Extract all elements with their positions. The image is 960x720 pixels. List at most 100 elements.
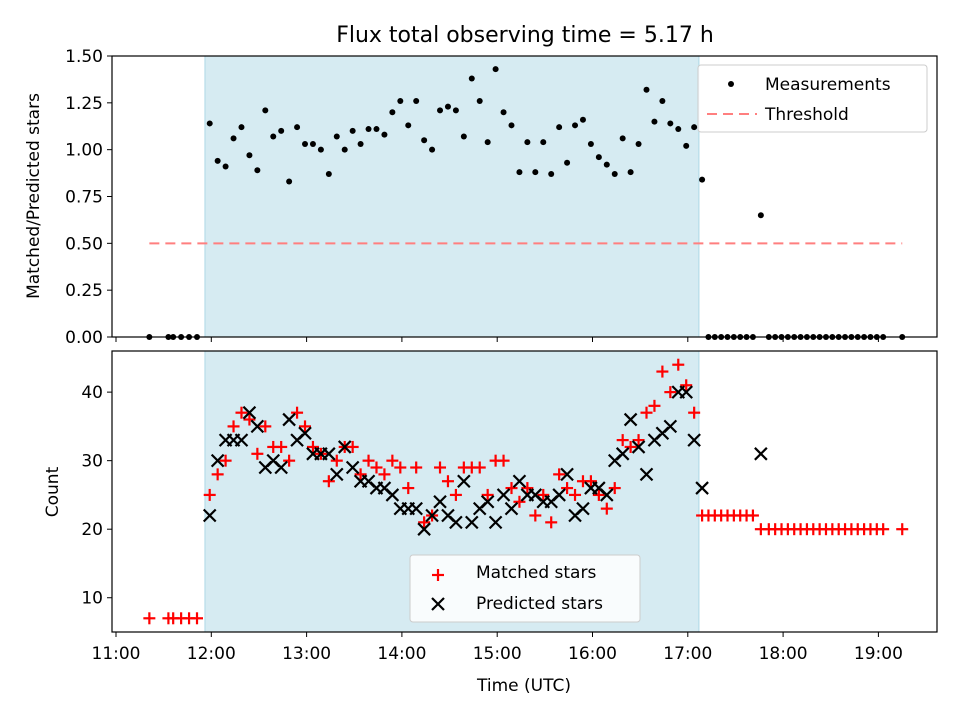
measurement-point [381, 131, 388, 138]
top-panel: 0.00 0.25 0.50 0.75 1.00 1.25 1.50 Matched/Pre… [24, 47, 938, 348]
predicted-star-point [615, 447, 630, 461]
matched-star-point [561, 482, 574, 495]
matched-star-points [143, 358, 909, 625]
measurement-point [675, 126, 682, 133]
predicted-star-point [512, 474, 527, 488]
top-y-tick-label: 0.00 [65, 328, 103, 348]
measurement-point [532, 169, 539, 176]
measurement-point [222, 163, 229, 170]
measurement-point [460, 133, 467, 140]
measurement-point [262, 107, 269, 114]
top-legend: Measurements Threshold [697, 64, 928, 133]
matched-star-point [235, 406, 248, 419]
matched-star-point [672, 358, 685, 371]
measurement-point [278, 127, 285, 134]
measurement-point [254, 167, 261, 174]
matched-star-point [418, 516, 431, 529]
measurement-point [389, 109, 396, 116]
matched-star-point [410, 461, 423, 474]
top-x-ticks [115, 337, 879, 342]
measurement-point [349, 127, 356, 134]
top-y-tick-label: 1.00 [65, 141, 103, 161]
predicted-star-point [449, 515, 463, 530]
predicted-star-point [330, 467, 344, 482]
matched-star-point [553, 468, 566, 481]
bottom-y-tick-label: 40 [81, 383, 103, 403]
measurement-point [540, 139, 547, 146]
measurement-point [548, 171, 555, 178]
matched-star-point [473, 461, 486, 474]
predicted-star-point [488, 515, 503, 530]
predicted-star-point [663, 419, 678, 434]
measurement-point [373, 126, 380, 133]
matched-star-point [283, 454, 296, 467]
predicted-star-point [385, 488, 400, 502]
predicted-star-point [552, 488, 566, 502]
top-y-tick-label: 1.50 [65, 47, 103, 67]
matched-star-point [143, 612, 156, 625]
matched-star-point [394, 461, 407, 474]
measurement-point [230, 135, 237, 142]
matched-star-point [402, 482, 415, 495]
bottom-x-tick-label: 16:00 [568, 644, 617, 664]
predicted-star-point [504, 501, 519, 516]
matched-star-point [584, 475, 597, 488]
predicted-star-point [242, 405, 257, 420]
matched-star-point [441, 475, 454, 488]
measurement-point [683, 142, 690, 149]
bottom-x-tick-label: 11:00 [92, 644, 141, 664]
matched-star-point [191, 612, 204, 625]
predicted-star-point [322, 447, 336, 461]
matched-star-point [648, 399, 661, 412]
measurement-point [579, 116, 586, 123]
matched-star-point [227, 420, 240, 433]
bottom-plot-frame [111, 350, 938, 633]
matched-star-point [592, 488, 605, 501]
measurement-point [206, 120, 213, 127]
measurement-point [437, 107, 444, 114]
matched-star-point [354, 468, 367, 481]
matched-star-point [243, 413, 256, 426]
top-y-tick-label: 0.50 [65, 234, 103, 254]
matched-star-point [600, 502, 613, 515]
predicted-star-point [560, 467, 574, 482]
measurement-point [619, 135, 626, 142]
bottom-x-tick-label: 15:00 [473, 644, 522, 664]
matched-star-point [680, 379, 693, 392]
measurement-point [635, 141, 642, 148]
measurement-point [405, 122, 412, 129]
measurement-point [603, 161, 610, 168]
bottom-y-tick-label: 20 [81, 520, 103, 540]
bottom-x-tick-label: 17:00 [663, 644, 712, 664]
matched-star-point [664, 386, 677, 399]
measurement-point [294, 124, 301, 131]
predicted-star-point [496, 488, 511, 502]
predicted-star-point [433, 495, 447, 509]
matched-star-point [505, 482, 518, 495]
matched-star-point [688, 406, 701, 419]
predicted-star-point [465, 515, 479, 530]
bottom-x-tick-label: 19:00 [854, 644, 903, 664]
measurement-point [587, 141, 594, 148]
matched-star-point [896, 523, 909, 536]
top-plot-frame [111, 55, 938, 338]
predicted-star-point [210, 453, 225, 468]
predicted-star-point [282, 412, 296, 427]
measurement-point [476, 97, 483, 104]
top-y-axis: 0.00 0.25 0.50 0.75 1.00 1.25 1.50 [65, 47, 112, 348]
measurement-point [365, 126, 372, 133]
predicted-star-point [695, 481, 709, 495]
bottom-legend-box [409, 554, 641, 623]
top-y-tick-label: 1.25 [65, 94, 103, 114]
bottom-legend: Matched stars Predicted stars [409, 554, 641, 623]
measurement-point [429, 146, 436, 153]
measurement-point [484, 139, 491, 146]
predicted-star-point [345, 460, 360, 475]
predicted-star-point [639, 467, 654, 482]
legend-marker-predicted [431, 597, 445, 611]
legend-label-predicted: Predicted stars [476, 594, 603, 614]
predicted-star-point [687, 433, 701, 447]
legend-label-measurements: Measurements [765, 75, 891, 95]
measurement-point [246, 152, 253, 159]
